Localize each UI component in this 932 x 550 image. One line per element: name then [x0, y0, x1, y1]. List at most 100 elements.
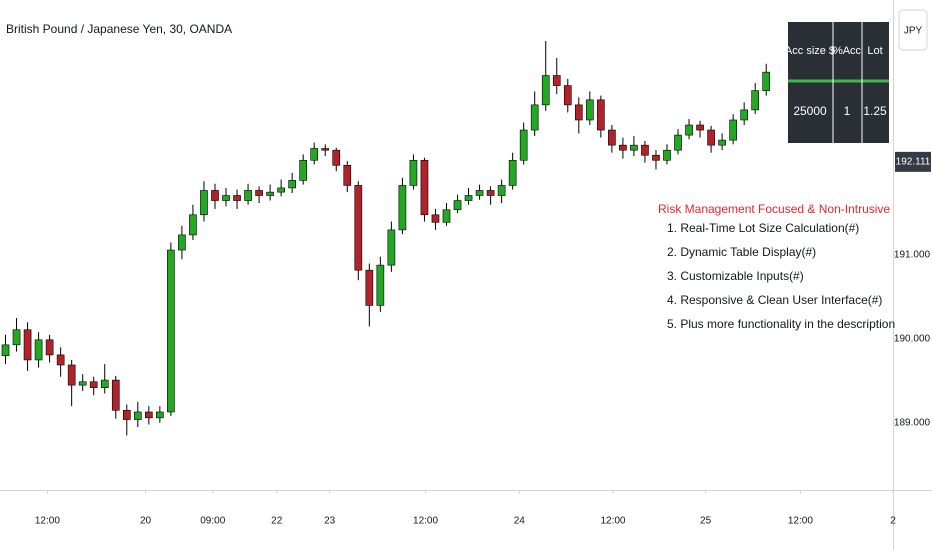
- x-tick-label: 09:00: [200, 516, 225, 527]
- candle-body: [222, 195, 230, 201]
- candle-body: [486, 190, 495, 196]
- annotation-item: 2. Dynamic Table Display(#): [667, 245, 816, 259]
- candle-body: [563, 85, 572, 106]
- candle-body: [332, 149, 341, 166]
- candle-body: [729, 119, 737, 141]
- candle-body: [674, 134, 682, 151]
- candle-body: [685, 124, 693, 136]
- candle-body: [200, 190, 208, 216]
- candle-body: [597, 99, 605, 131]
- candle-body: [497, 185, 506, 196]
- y-tick-label: 189.000: [894, 418, 931, 429]
- candle-body: [464, 195, 473, 201]
- candle-body: [255, 190, 263, 196]
- candle-body: [365, 269, 374, 306]
- candle-body: [442, 209, 451, 223]
- annotation-item: 5. Plus more functionality in the descri…: [667, 317, 895, 331]
- candle-body: [145, 411, 153, 419]
- annotation-item: 3. Customizable Inputs(#): [667, 269, 804, 283]
- candle-body: [100, 379, 109, 388]
- annotation-item: 4. Responsive & Clean User Interface(#): [667, 293, 882, 307]
- candle-body: [310, 148, 319, 161]
- candle-body: [475, 190, 484, 196]
- candle-body: [574, 104, 583, 121]
- candle-body: [56, 354, 65, 366]
- candle-body: [641, 144, 649, 156]
- last-price-tag: [895, 151, 931, 172]
- table-cell: 1.25: [863, 104, 887, 118]
- x-tick-label: 12:00: [600, 516, 625, 527]
- candle-body: [696, 124, 704, 131]
- currency-label: JPY: [904, 26, 923, 37]
- candle-body: [663, 149, 671, 161]
- candle-body: [1, 344, 10, 357]
- candle-body: [45, 339, 54, 356]
- x-tick-label: 2: [890, 516, 896, 527]
- candle-body: [288, 180, 296, 189]
- candle-body: [122, 409, 131, 420]
- candle-body: [718, 139, 726, 146]
- candle-body: [508, 159, 517, 186]
- table-cell: 1: [844, 104, 851, 118]
- x-tick-label: 22: [271, 516, 283, 527]
- candle-body: [111, 379, 120, 411]
- candle-body: [552, 75, 561, 86]
- last-price-label: 192.111: [896, 156, 931, 167]
- candle-body: [78, 381, 87, 386]
- currency-button[interactable]: [898, 9, 928, 51]
- candle-body: [244, 190, 252, 201]
- x-tick-label: 25: [700, 516, 712, 527]
- candle-body: [652, 154, 660, 161]
- candle-body: [608, 129, 616, 146]
- x-tick-label: 12:00: [35, 516, 60, 527]
- candle-body: [277, 187, 285, 193]
- annotation-title: Risk Management Focused & Non-Intrusive: [658, 202, 890, 216]
- candle-body: [233, 195, 241, 201]
- candle-body: [354, 185, 363, 271]
- candle-body: [178, 234, 186, 251]
- candle-body: [211, 190, 219, 201]
- candle-body: [762, 71, 771, 91]
- chart-title: British Pound / Japanese Yen, 30, OANDA: [6, 22, 232, 36]
- x-tick-label: 12:00: [788, 516, 813, 527]
- candle-body: [299, 159, 308, 181]
- candle-body: [453, 200, 462, 211]
- candle-body: [189, 214, 197, 236]
- candle-body: [585, 99, 594, 121]
- plot: [1, 41, 771, 436]
- info-table: Acc size $ %Acc Lot 25000 1 1.25: [785, 22, 889, 143]
- x-tick-label: 23: [324, 516, 336, 527]
- candle-body: [266, 191, 274, 196]
- candle-body: [156, 411, 164, 419]
- candle-body: [398, 185, 407, 231]
- candle-body: [740, 109, 748, 121]
- annotation-item: 1. Real-Time Lot Size Calculation(#): [667, 221, 859, 235]
- candle-body: [23, 329, 32, 361]
- candle-body: [751, 90, 760, 111]
- candle-body: [519, 129, 528, 161]
- candle-body: [343, 164, 352, 186]
- candle-body: [409, 159, 418, 186]
- candle-body: [167, 249, 175, 413]
- candle-body: [321, 148, 330, 151]
- candle-body: [12, 329, 21, 346]
- candle-body: [630, 144, 638, 151]
- table-cell: 25000: [793, 104, 827, 118]
- x-tick-label: 24: [514, 516, 526, 527]
- candle-body: [530, 104, 539, 131]
- candle-body: [67, 364, 76, 386]
- candle-body: [387, 229, 396, 266]
- candle-body: [376, 264, 385, 306]
- x-tick-label: 20: [140, 516, 152, 527]
- candle-body: [34, 339, 43, 361]
- table-header: Lot: [867, 45, 882, 57]
- candle-body: [541, 75, 550, 106]
- candle-body: [707, 129, 715, 146]
- candle-body: [89, 381, 98, 388]
- y-tick-label: 190.000: [894, 334, 931, 345]
- candle-body: [420, 159, 429, 216]
- table-header: %Acc: [833, 45, 862, 57]
- candle-body: [431, 214, 440, 223]
